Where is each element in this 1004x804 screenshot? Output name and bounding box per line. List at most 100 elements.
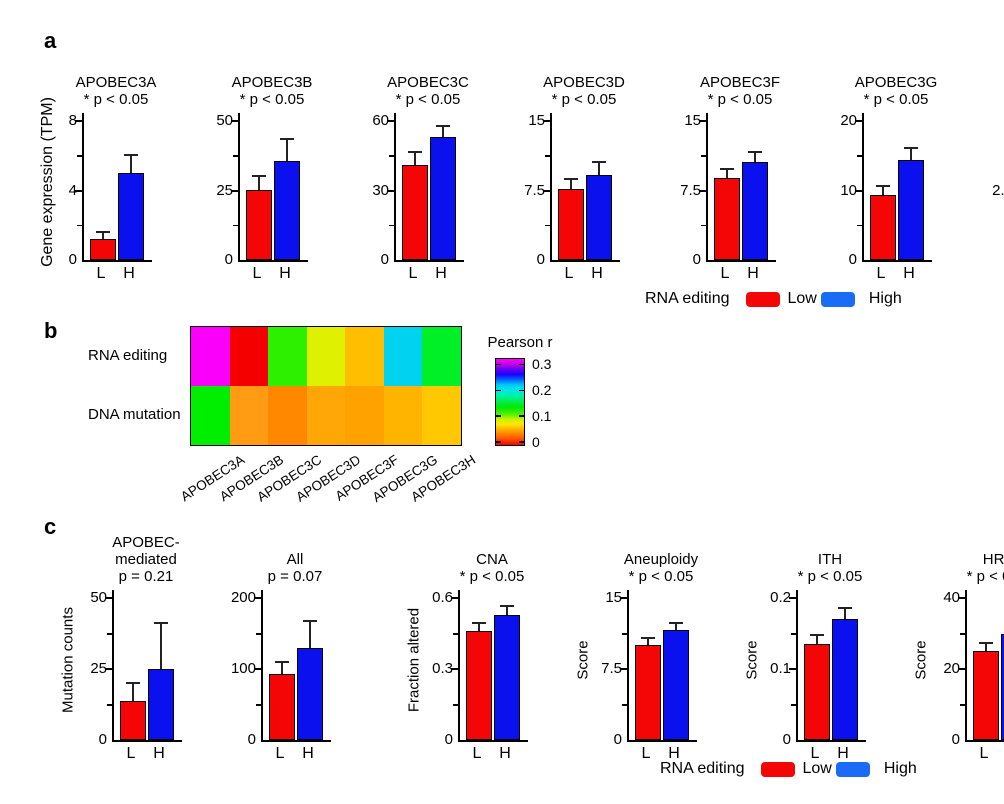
y-tick-label: 0 — [782, 731, 791, 748]
rna-editing-legend-top: RNA editing Low High — [645, 290, 902, 308]
error-bar-low — [258, 176, 260, 190]
error-bar-low — [414, 153, 416, 166]
bar-chart-apobec3b: APOBEC3B * p < 0.05 0 25 50 L H — [204, 58, 347, 286]
bar-chart-apobec3g: APOBEC3G * p < 0.05 0 10 20 L H — [828, 58, 971, 286]
y-tick-label: 0.1 — [770, 660, 791, 677]
y-tick-mark — [75, 120, 82, 122]
y-tick-label: 25 — [216, 181, 233, 199]
y-minor-tick-mark — [701, 224, 706, 227]
y-minor-tick-mark — [545, 224, 550, 227]
y-tick-mark — [789, 668, 796, 670]
heatmap-cell-rna-editing-apobec3h — [422, 327, 461, 386]
bar-high — [148, 669, 174, 740]
legend-low-label: Low — [787, 290, 817, 307]
chart-title: Aneuploidy * p < 0.05 — [586, 525, 736, 590]
bar-high — [663, 630, 689, 740]
error-bar-cap-high — [592, 160, 606, 163]
x-tick-label-low: L — [979, 745, 989, 762]
colorbar-title: Pearson r — [487, 334, 553, 351]
heatmap-cell-dna-mutation-apobec3g — [383, 386, 422, 445]
error-bar-high — [910, 148, 912, 160]
bar-chart-hrd: Score HRD* p < 0.05 0 20 40 LH — [911, 525, 1004, 766]
y-axis-ticks: 0 7.5 15 — [516, 113, 550, 267]
y-tick-mark — [75, 189, 82, 192]
y-tick-mark — [387, 120, 394, 122]
y-minor-tick-mark — [389, 224, 394, 227]
chart-title-line: ITH — [817, 551, 843, 568]
y-tick-mark — [451, 597, 458, 599]
error-bar-high — [844, 608, 846, 620]
y-tick-label: 30 — [372, 181, 389, 199]
chart-title: All p = 0.07 — [220, 525, 370, 590]
panel-a: a Gene expression (TPM) APOBEC3A * p < 0.… — [30, 28, 1004, 314]
y-axis-ticks: 0 4 8 — [48, 113, 82, 267]
error-bar-cap-low — [564, 178, 578, 181]
y-tick-label: 100 — [230, 660, 256, 677]
chart-title-line: APOBEC3C — [387, 74, 469, 91]
chart-title-line: APOBEC- — [112, 534, 180, 551]
pearson-colorbar: 0.3 0.2 0.1 0 — [495, 357, 551, 449]
x-tick-label-high: H — [903, 265, 915, 282]
plot-row: 0 7.5 15 — [593, 590, 736, 747]
heatmap-cell-dna-mutation-apobec3h — [422, 386, 461, 445]
y-axis-ticks: 0 0.3 0.6 — [424, 590, 458, 747]
x-tick-label-high: H — [668, 745, 680, 762]
error-bar-cap-low — [472, 622, 486, 625]
bar-chart-apobec-: Mutation counts APOBEC-mediated p = 0.21 0 2… — [58, 525, 221, 766]
y-tick-mark — [855, 120, 862, 122]
plot-row: 0 100 200 — [227, 589, 370, 747]
y-tick-label: 200 — [230, 589, 256, 606]
y-minor-tick-mark — [107, 632, 112, 635]
y-axis-ticks: 0 25 50 — [204, 113, 238, 267]
y-tick-mark — [699, 189, 706, 192]
heatmap-row-label: DNA mutation — [88, 406, 181, 423]
rna-editing-legend-bottom: RNA editing Low High — [660, 760, 917, 778]
plot-row: 0 7.5 15 — [672, 113, 815, 267]
plot-area — [75, 113, 152, 262]
y-minor-tick-mark — [545, 155, 550, 157]
chart-title-line: * p < 0.05 — [551, 91, 617, 108]
panel-c-charts-row: Mutation counts APOBEC-mediated p = 0.21 0 2… — [58, 525, 1004, 766]
chart-body: APOBEC3C * p < 0.05 0 30 60 L H — [360, 58, 503, 286]
chart-ylabel-column: Score — [911, 585, 931, 735]
chart-title-line: * p < 0.05 — [977, 91, 1004, 108]
legend-title: RNA editing — [660, 760, 745, 777]
bar-low — [466, 631, 492, 740]
bar-low — [714, 178, 740, 260]
y-minor-tick-mark — [256, 703, 261, 706]
bar-chart-all: All p = 0.07 0 100 200 L H — [227, 525, 370, 766]
x-tick-label-high: H — [747, 265, 759, 282]
error-bar-cap-low — [408, 151, 422, 154]
y-minor-tick-mark — [960, 632, 965, 635]
error-bar-high — [675, 623, 677, 631]
y-minor-tick-mark — [256, 632, 261, 635]
y-axis-ticks: 0 100 200 — [227, 589, 261, 747]
error-bar-cap-high — [838, 606, 852, 609]
heatmap-grid — [190, 326, 462, 446]
chart-body: Aneuploidy * p < 0.05 0 7.5 15 L H — [593, 525, 736, 766]
bar-low — [269, 673, 295, 740]
y-tick-label: 0 — [224, 251, 233, 268]
colorbar-tick-mark — [496, 415, 501, 418]
panel-c-label: c — [44, 514, 57, 539]
heatmap-cell-dna-mutation-apobec3a — [191, 386, 230, 445]
y-tick-label: 0 — [444, 731, 453, 748]
chart-body: HRD* p < 0.05 0 20 40 LH — [931, 525, 1004, 766]
error-bar-low — [570, 180, 572, 189]
chart-title-line: * p < 0.05 — [707, 91, 773, 108]
y-minor-tick-mark — [233, 155, 238, 157]
error-bar-cap-high — [436, 124, 450, 127]
y-minor-tick-mark — [453, 632, 458, 635]
plot-row: 0 30 60 — [360, 113, 503, 267]
error-bar-cap-high — [904, 146, 918, 149]
y-tick-mark — [105, 597, 112, 599]
error-bar-low — [478, 624, 480, 632]
chart-title: APOBEC3F * p < 0.05 — [665, 58, 815, 113]
legend-high-label: High — [883, 760, 917, 777]
plot-row: 02.55 — [984, 113, 1004, 262]
error-bar-cap-high — [124, 153, 138, 156]
bar-low — [402, 165, 428, 260]
